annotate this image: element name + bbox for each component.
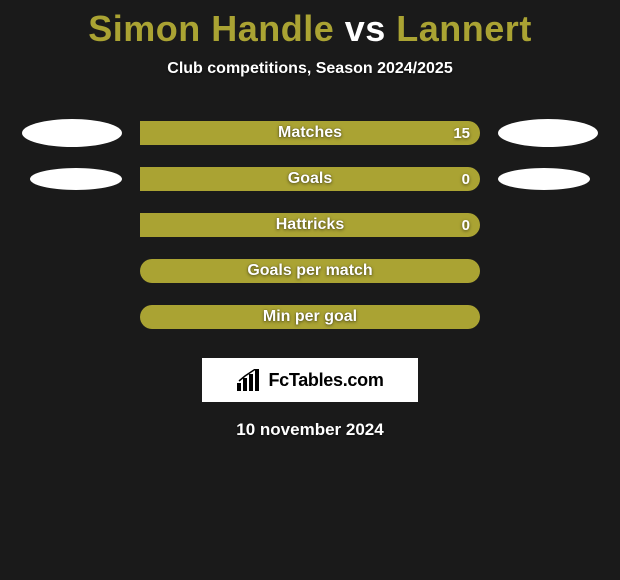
stat-label: Hattricks: [140, 213, 480, 237]
stat-row: Goals per match: [0, 248, 620, 294]
title-vs: vs: [345, 8, 386, 49]
comparison-title: Simon Handle vs Lannert: [0, 0, 620, 50]
stat-row: Goals0: [0, 156, 620, 202]
date: 10 november 2024: [0, 420, 620, 440]
player2-ellipse: [498, 119, 598, 147]
stat-row: Hattricks0: [0, 202, 620, 248]
logo-box: FcTables.com: [202, 358, 418, 402]
title-player2: Lannert: [396, 8, 532, 49]
player1-ellipse: [30, 168, 122, 190]
stat-bar: Hattricks0: [140, 213, 480, 237]
stat-bar: Goals0: [140, 167, 480, 191]
stat-value-right: 0: [462, 213, 470, 237]
subtitle: Club competitions, Season 2024/2025: [0, 60, 620, 78]
player2-ellipse: [498, 168, 590, 190]
bar-chart-icon: [236, 369, 262, 391]
stat-bar: Goals per match: [140, 259, 480, 283]
stat-label: Min per goal: [140, 305, 480, 329]
stat-bar: Matches15: [140, 121, 480, 145]
logo-text: FcTables.com: [268, 370, 383, 391]
stat-row: Min per goal: [0, 294, 620, 340]
stat-value-right: 0: [462, 167, 470, 191]
stat-value-right: 15: [453, 121, 470, 145]
stat-label: Goals per match: [140, 259, 480, 283]
player1-ellipse: [22, 119, 122, 147]
title-player1: Simon Handle: [88, 8, 334, 49]
comparison-chart: Matches15Goals0Hattricks0Goals per match…: [0, 110, 620, 340]
stat-bar: Min per goal: [140, 305, 480, 329]
stat-row: Matches15: [0, 110, 620, 156]
stat-label: Matches: [140, 121, 480, 145]
stat-label: Goals: [140, 167, 480, 191]
